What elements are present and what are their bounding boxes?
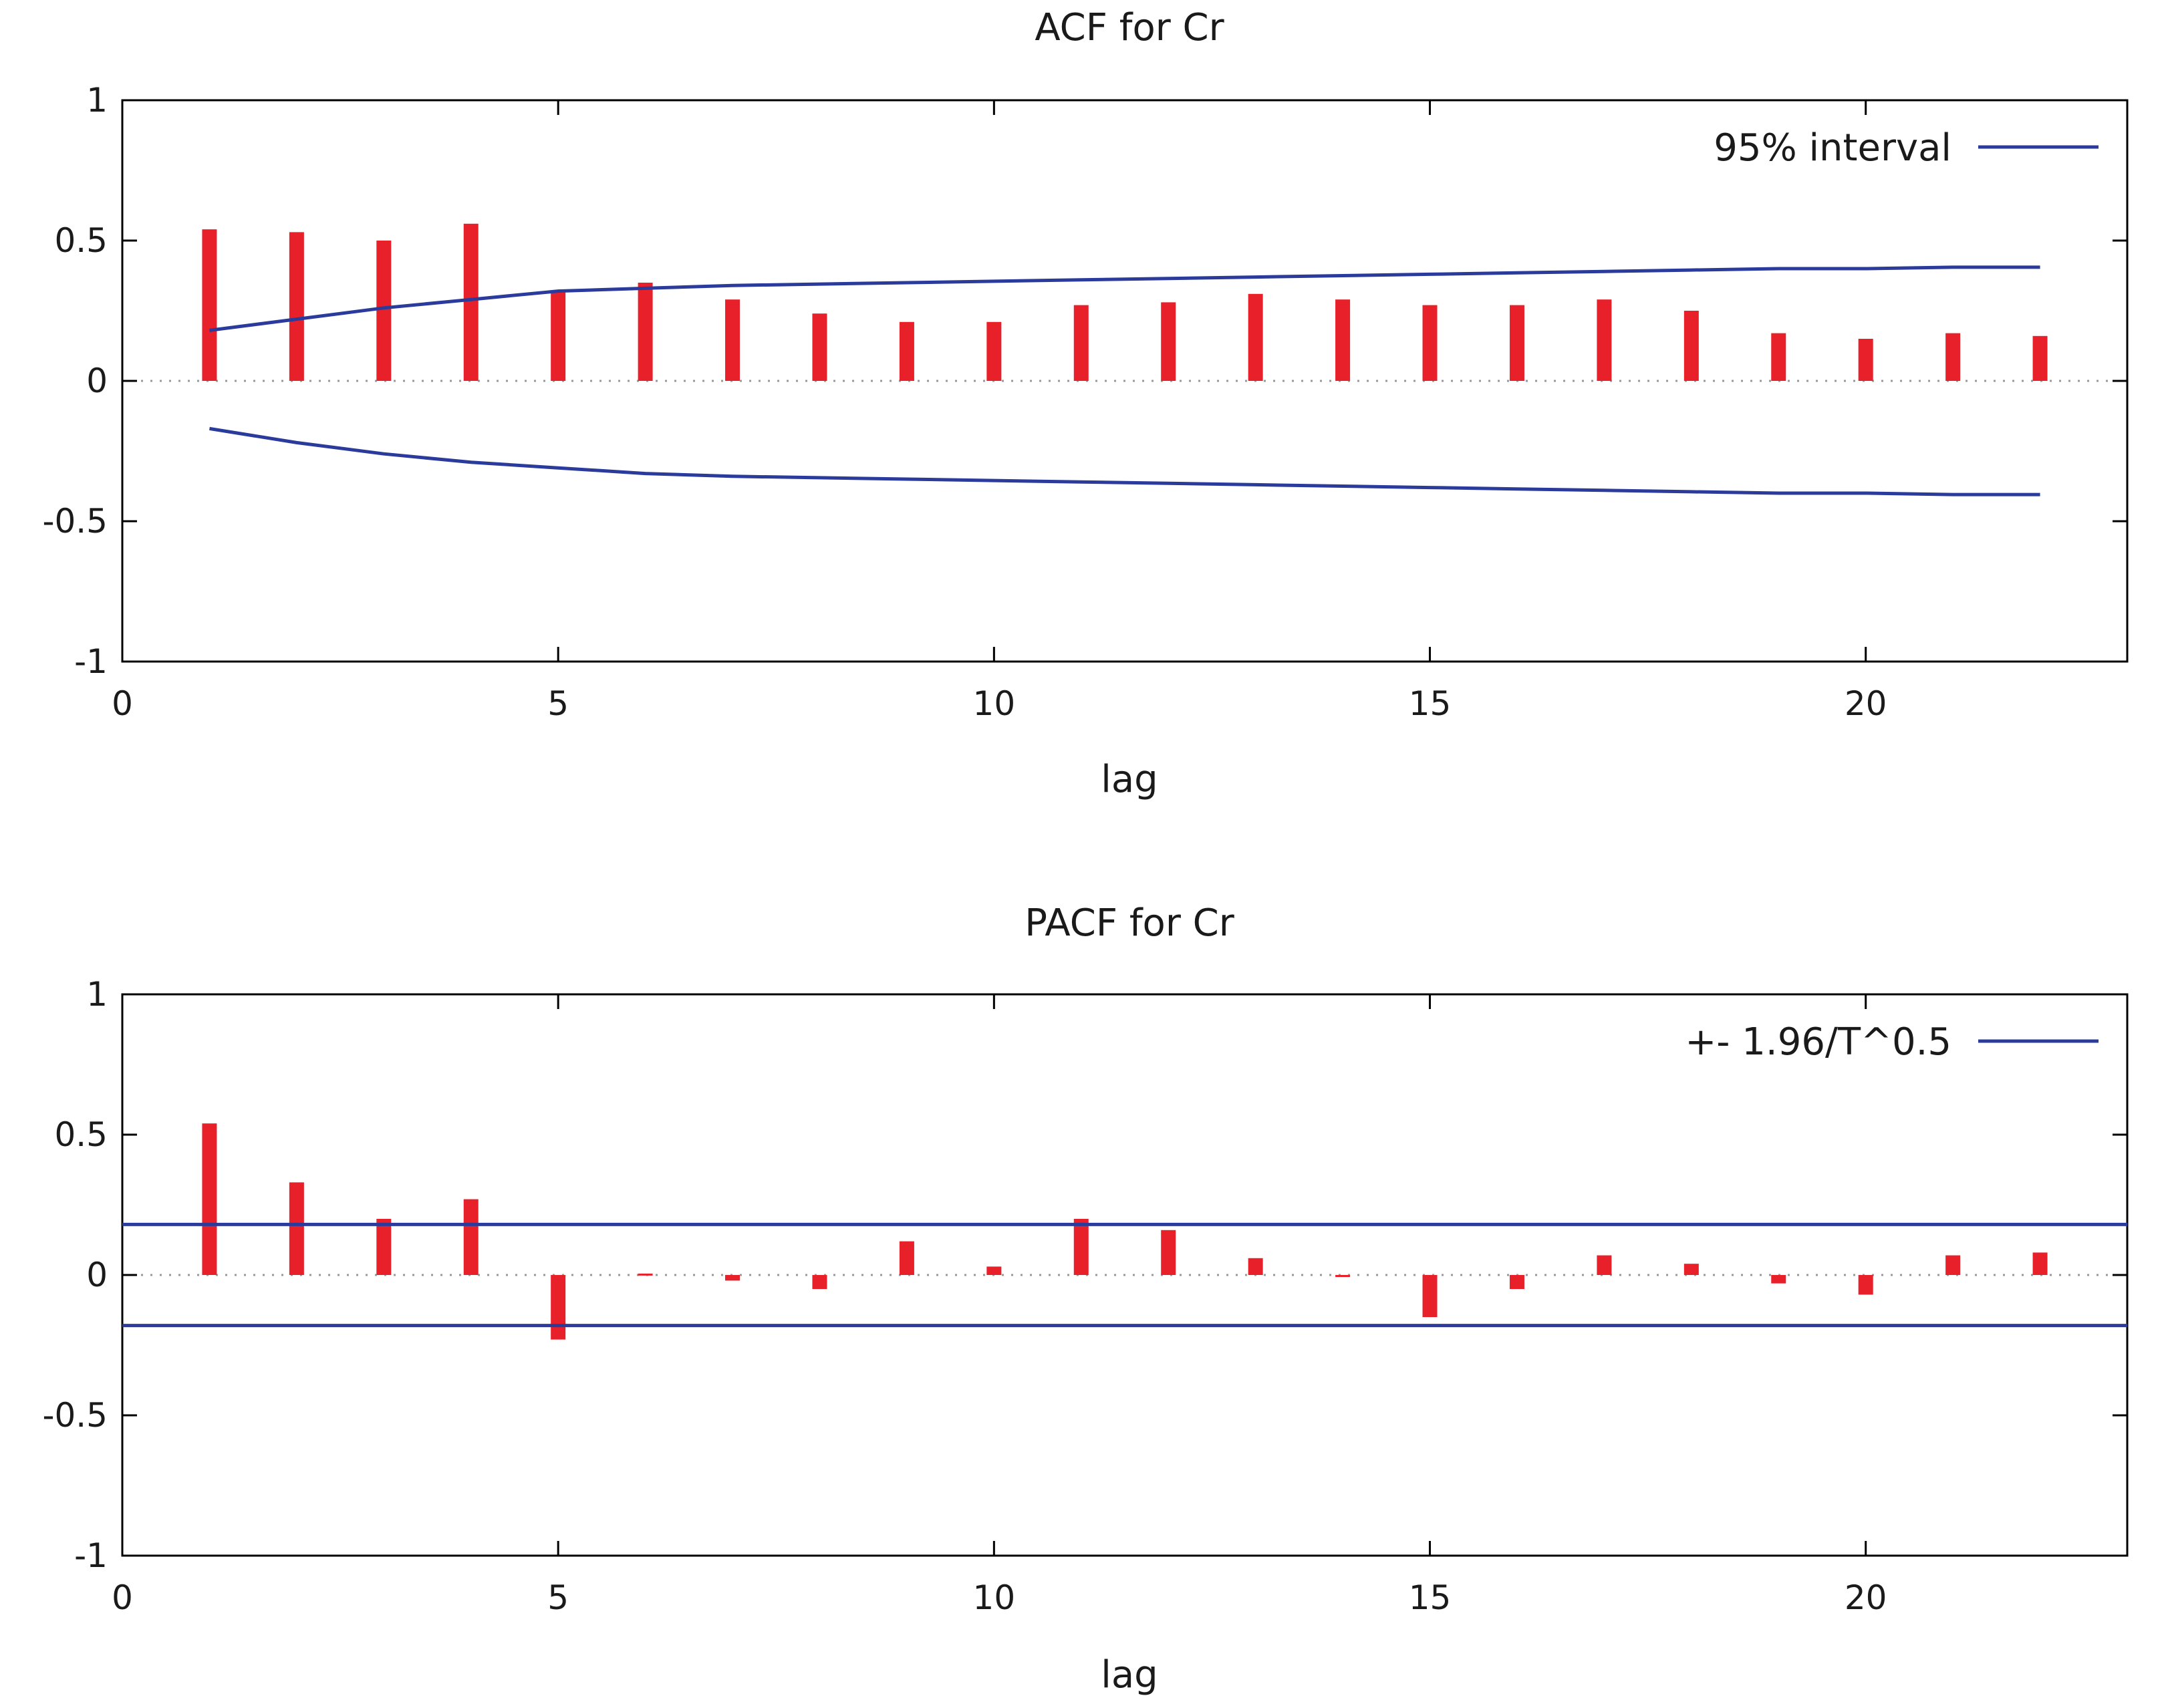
pacf-bar	[638, 1273, 653, 1276]
pacf-bar	[1858, 1275, 1873, 1295]
pacf-y-tick-label: 0	[86, 1256, 108, 1294]
pacf-bar	[551, 1275, 566, 1340]
pacf-legend: +- 1.96/T^0.5	[1685, 1020, 2099, 1064]
pacf-band-lines	[122, 1222, 2127, 1328]
acf-x-tick-label: 0	[112, 684, 133, 723]
pacf-y-axis: 1 0.5 0 -0.5 -1	[42, 975, 2127, 1575]
pacf-bar	[812, 1275, 827, 1289]
acf-legend-label: 95% interval	[1714, 126, 1951, 170]
pacf-bar	[376, 1219, 392, 1275]
acf-y-tick-label: -1	[74, 642, 108, 681]
pacf-bar	[2032, 1252, 2048, 1275]
pacf-bar	[1683, 1264, 1699, 1275]
pacf-bar	[289, 1182, 304, 1275]
pacf-bar	[1248, 1258, 1263, 1275]
acf-bar	[1248, 293, 1263, 381]
pacf-title: PACF for Cr	[1025, 901, 1235, 945]
acf-interval-lines	[209, 265, 2040, 496]
acf-bar	[1161, 302, 1176, 381]
acf-y-tick-label: 1	[86, 81, 108, 120]
acf-x-tick-label: 15	[1409, 684, 1452, 723]
acf-bar	[1422, 305, 1438, 381]
pacf-x-tick-label: 0	[112, 1578, 133, 1617]
pacf-bar	[1945, 1255, 1961, 1275]
pacf-bar	[202, 1123, 217, 1275]
acf-bars	[202, 223, 2048, 381]
pacf-bar	[986, 1266, 1002, 1275]
acf-bar	[725, 299, 740, 381]
acf-bar	[376, 241, 392, 381]
acf-upper-interval-line	[209, 265, 2040, 332]
acf-bar	[1335, 299, 1351, 381]
acf-y-tick-label: 0	[86, 362, 108, 400]
acf-bar	[463, 223, 479, 381]
acf-x-axis-label: lag	[1101, 758, 1158, 801]
pacf-bars	[202, 1123, 2048, 1340]
acf-bar	[1683, 311, 1699, 381]
pacf-bar	[1597, 1255, 1612, 1275]
acf-x-tick-label: 10	[973, 684, 1016, 723]
pacf-x-tick-label: 5	[547, 1578, 569, 1617]
pacf-bar	[463, 1199, 479, 1275]
pacf-y-tick-label: -1	[74, 1536, 108, 1575]
acf-bar	[1945, 333, 1961, 381]
acf-bar	[2032, 335, 2048, 381]
pacf-x-tick-label: 10	[973, 1578, 1016, 1617]
acf-y-axis: 1 0.5 0 -0.5 -1	[42, 81, 2127, 681]
acf-legend: 95% interval	[1714, 126, 2099, 170]
acf-bar	[812, 313, 827, 381]
acf-bar	[638, 283, 653, 381]
acf-x-tick-label: 20	[1845, 684, 1887, 723]
acf-bar	[1073, 305, 1089, 381]
acf-bar	[551, 291, 566, 381]
acf-bar	[899, 321, 914, 381]
pacf-bar	[1422, 1275, 1438, 1317]
acf-x-axis: 0 5 10 15 20	[112, 100, 1887, 723]
pacf-x-tick-label: 20	[1845, 1578, 1887, 1617]
acf-panel: ACF for Cr 1 0.5 0 -0.5 -1 0 5 10 15 20 lag 95% …	[42, 6, 2129, 801]
pacf-y-tick-label: 0.5	[54, 1115, 108, 1154]
acf-bar	[202, 229, 217, 381]
pacf-bar	[1771, 1275, 1786, 1284]
acf-bar	[1509, 305, 1524, 381]
pacf-bar	[899, 1241, 914, 1275]
pacf-bar	[1073, 1219, 1089, 1275]
pacf-panel: PACF for Cr 1 0.5 0 -0.5 -1 0 5 10 15 20 lag +- …	[42, 901, 2129, 1697]
acf-title: ACF for Cr	[1035, 6, 1224, 49]
acf-lower-interval-line	[209, 426, 2040, 496]
acf-bar	[289, 232, 304, 381]
pacf-bar	[1335, 1275, 1351, 1277]
pacf-x-tick-label: 15	[1409, 1578, 1452, 1617]
pacf-legend-label: +- 1.96/T^0.5	[1685, 1020, 1951, 1064]
acf-bar	[1597, 299, 1612, 381]
acf-y-tick-label: -0.5	[42, 502, 108, 541]
acf-y-tick-label: 0.5	[54, 221, 108, 260]
pacf-bar	[1161, 1230, 1176, 1275]
pacf-bar	[1509, 1275, 1524, 1289]
pacf-x-axis-label: lag	[1101, 1653, 1158, 1697]
pacf-x-axis: 0 5 10 15 20	[112, 994, 1887, 1617]
acf-bar	[1858, 339, 1873, 381]
pacf-y-tick-label: -0.5	[42, 1396, 108, 1435]
acf-bar	[986, 321, 1002, 381]
pacf-bar	[725, 1275, 740, 1281]
acf-x-tick-label: 5	[547, 684, 569, 723]
pacf-y-tick-label: 1	[86, 975, 108, 1014]
acf-bar	[1771, 333, 1786, 381]
